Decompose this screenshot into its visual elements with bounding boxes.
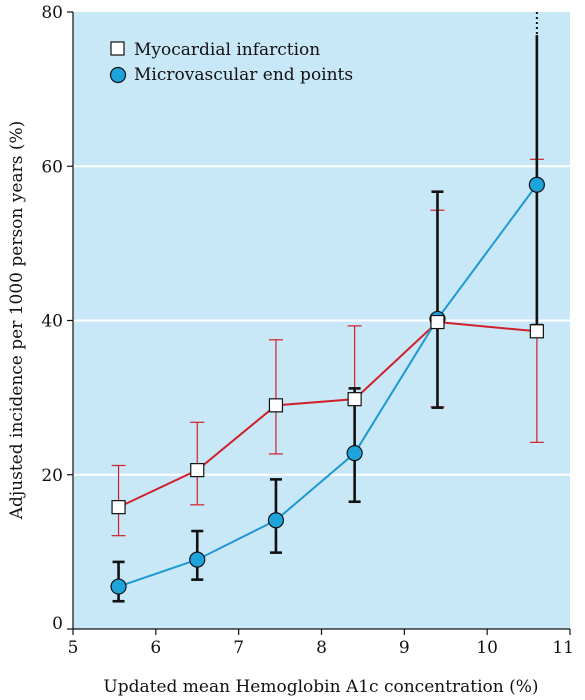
circle-marker-1 [189, 551, 206, 568]
x-tick-label-7: 7 [233, 638, 244, 658]
series-layer [110, 12, 545, 603]
x-axis-title: Updated mean Hemoglobin A1c concentratio… [103, 677, 538, 697]
legend-marker-square [110, 41, 125, 56]
square-marker-4 [430, 314, 445, 330]
circle-marker-5 [528, 176, 545, 193]
y-tick-label-80: 80 [41, 3, 63, 23]
axes: 5 6 7 8 9 10 11 0 20 40 60 80 [41, 3, 574, 658]
y-axis-title: Adjusted incidence per 1000 person years… [7, 121, 27, 521]
series-1-line [118, 184, 538, 588]
y-tick-label-40: 40 [41, 312, 63, 332]
x-tick-label-10: 10 [476, 638, 498, 658]
y-tick-label-0: 0 [52, 614, 63, 634]
legend-label-0: Myocardial infarction [134, 40, 320, 60]
legend-marker-circle [109, 66, 127, 84]
legend-label-1: Microvascular end points [134, 65, 353, 85]
legend: Myocardial infarction Microvascular end … [109, 40, 353, 85]
series-0-markers [111, 314, 544, 515]
x-tick-label-11: 11 [552, 638, 574, 658]
square-marker-2 [268, 398, 284, 413]
square-marker-1 [190, 463, 205, 478]
series-0-line [118, 321, 537, 509]
x-tick-label-6: 6 [150, 638, 161, 658]
x-tick-label-5: 5 [68, 638, 79, 658]
circle-marker-3 [346, 445, 363, 462]
square-marker-5 [529, 324, 544, 339]
y-tick-label-20: 20 [41, 466, 63, 486]
square-marker-3 [347, 392, 362, 407]
y-tick-label-60: 60 [41, 157, 63, 177]
x-tick-label-8: 8 [316, 638, 327, 658]
circle-marker-2 [267, 512, 285, 529]
x-tick-label-9: 9 [399, 638, 410, 658]
circle-marker-0 [110, 578, 127, 595]
gridlines [73, 165, 570, 476]
square-marker-0 [111, 500, 126, 515]
